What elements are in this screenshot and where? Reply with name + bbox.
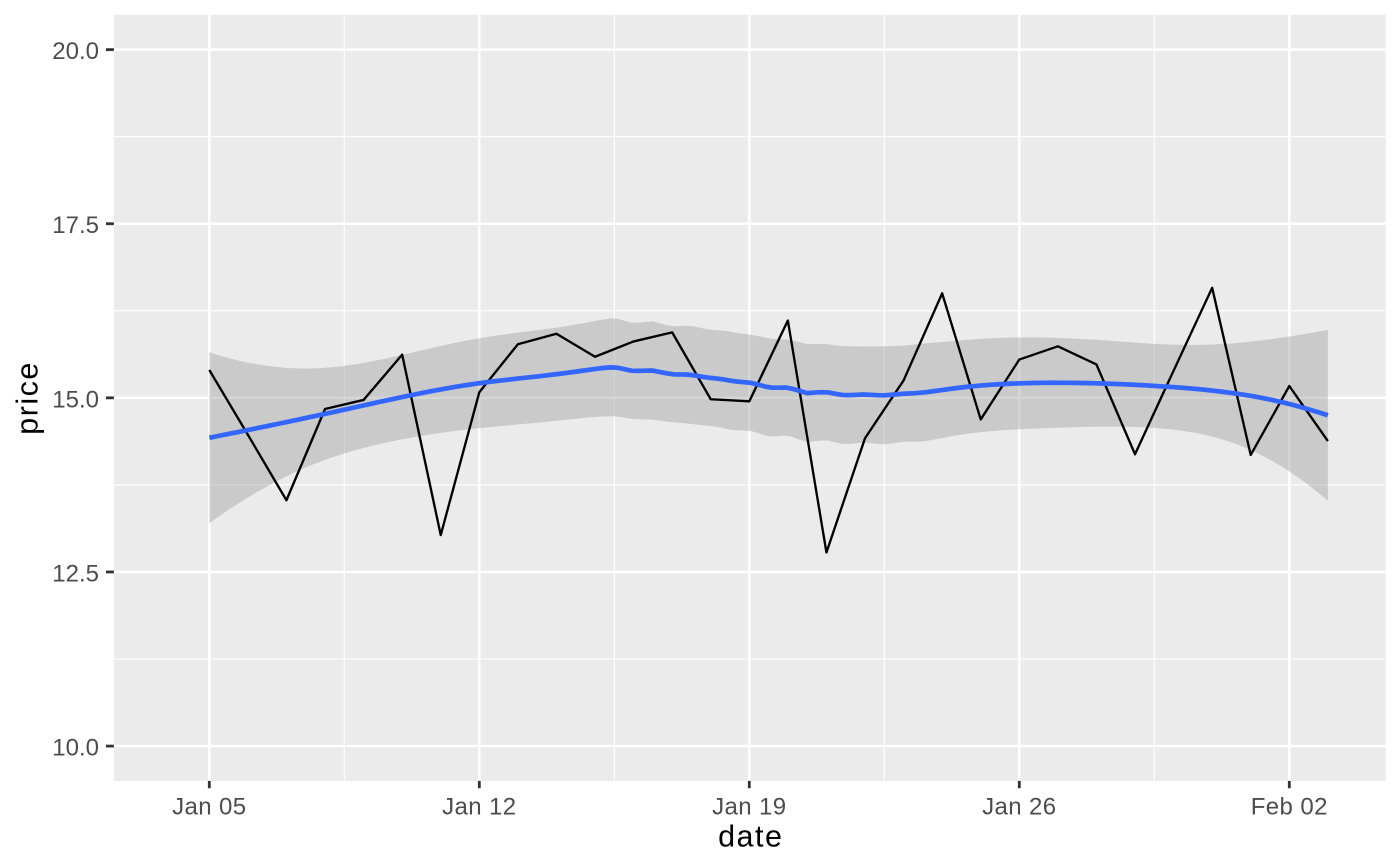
svg-text:date: date [718, 820, 783, 854]
svg-text:17.5: 17.5 [52, 212, 99, 239]
svg-text:12.5: 12.5 [52, 560, 99, 587]
svg-text:Jan 12: Jan 12 [442, 793, 516, 820]
svg-text:Jan 26: Jan 26 [982, 793, 1056, 820]
svg-text:10.0: 10.0 [52, 735, 99, 762]
svg-text:20.0: 20.0 [52, 38, 99, 65]
svg-text:Jan 05: Jan 05 [172, 793, 246, 820]
svg-text:Feb 02: Feb 02 [1251, 793, 1328, 820]
svg-text:15.0: 15.0 [52, 386, 99, 413]
svg-text:price: price [11, 361, 45, 435]
svg-text:Jan 19: Jan 19 [712, 793, 786, 820]
